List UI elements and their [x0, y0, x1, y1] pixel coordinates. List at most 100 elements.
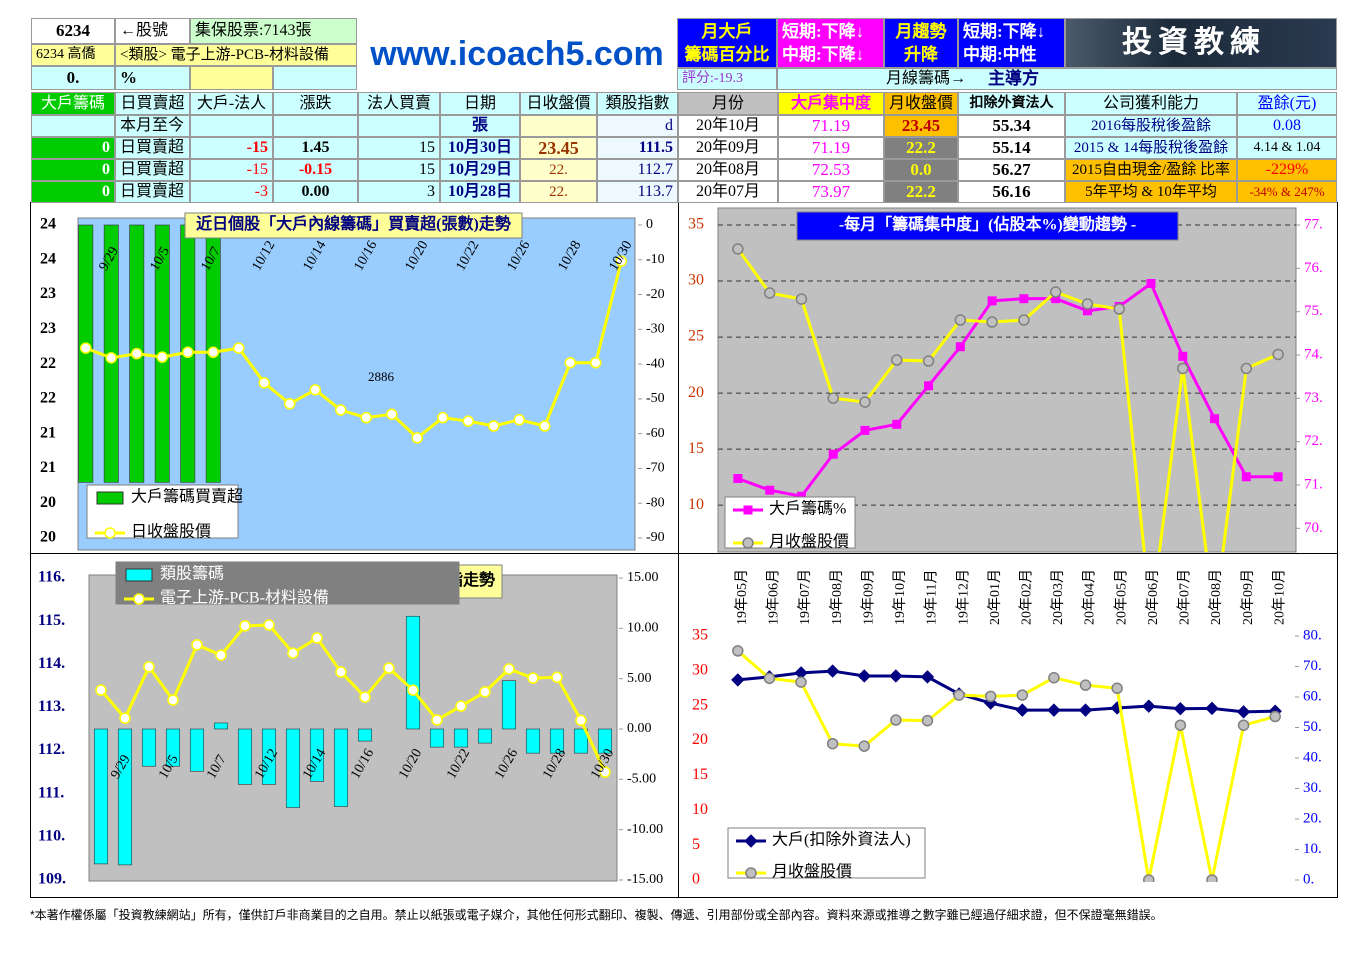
- legend-label: 大戶(扣除外資法人): [772, 831, 911, 849]
- point: [955, 342, 965, 352]
- table-cell: [520, 115, 597, 137]
- score: 評分:-19.3: [677, 68, 777, 90]
- table-cell: 20年08月: [678, 159, 778, 181]
- y-tick-label: 23: [40, 285, 56, 302]
- legend-label: 大戶籌碼買賣超: [131, 488, 243, 506]
- y-tick-label: 22: [40, 390, 56, 407]
- point: [1081, 298, 1094, 310]
- y-tick-label: 20: [40, 494, 56, 511]
- legend-swatch: [125, 568, 153, 582]
- y-tick-label: 30: [688, 272, 704, 289]
- bar: [357, 728, 373, 742]
- table-cell: [273, 115, 358, 137]
- bar: [477, 728, 493, 744]
- point: [1047, 703, 1061, 717]
- point: [383, 662, 395, 674]
- bar: [93, 728, 109, 865]
- y-tick-label: 25: [688, 328, 704, 345]
- y-tick-label: 110.: [38, 828, 65, 845]
- y2-tick-label: 20.: [1303, 810, 1322, 826]
- table-cell: [31, 115, 115, 137]
- column-header: 扣除外資法人: [958, 92, 1065, 115]
- point: [920, 670, 935, 684]
- bar: [573, 728, 589, 754]
- table-cell: 2015 & 14每股稅後盈餘: [1065, 137, 1237, 159]
- x-tick-label: 20年02月: [1019, 569, 1035, 625]
- shares: 集保股票:7143張: [190, 18, 357, 44]
- bar: [309, 728, 325, 782]
- point: [335, 666, 347, 678]
- bar: [525, 728, 541, 754]
- table-cell: 20年09月: [678, 137, 778, 159]
- y2-tick-label: 80.: [1303, 627, 1322, 643]
- series-layer: [732, 243, 1284, 552]
- table-cell: 0: [31, 181, 115, 203]
- title-box: [796, 211, 1179, 241]
- point: [984, 690, 997, 703]
- point: [1205, 701, 1219, 716]
- point: [1269, 710, 1281, 723]
- y2-tick-label: 76.: [1304, 260, 1323, 276]
- month-trend-line: 月趨勢: [895, 22, 947, 41]
- website: www.icoach5.com: [370, 35, 664, 73]
- month-trend-status: 短期:下降↓ 中期:中性: [958, 18, 1065, 68]
- y2-tick-label: 74.: [1304, 346, 1323, 362]
- point: [551, 671, 563, 683]
- table-cell: 20年10月: [678, 115, 778, 137]
- series-layer: [731, 645, 1282, 882]
- y2-tick-label: 0: [646, 217, 653, 232]
- y-tick-label: 10: [688, 496, 704, 513]
- table-cell: 日買賣超: [115, 159, 190, 181]
- bar: [549, 728, 565, 754]
- point: [921, 714, 934, 727]
- line: [736, 649, 1276, 881]
- column-header: 公司獲利能力: [1065, 92, 1237, 115]
- point: [1178, 351, 1188, 361]
- point: [763, 672, 776, 685]
- chart: 0 5 10 15 20 25 30 35 0. 10. 20. 30. 40. 50. 60. 70. 80.…: [692, 569, 1322, 888]
- chart: 20 20 21 21 22 22 23 23 24 24 0 -10 -20 -30 -40 -50 -60 -…: [40, 212, 665, 551]
- y-tick-label: 24: [40, 250, 56, 267]
- column-header: 日期: [440, 92, 520, 115]
- column-header: 法人買賣: [358, 92, 440, 115]
- point: [1142, 699, 1156, 713]
- point: [889, 669, 903, 683]
- big-trend-line: 中期:下降↓: [782, 45, 865, 64]
- table-cell: 0.00: [273, 181, 358, 203]
- point: [407, 684, 419, 696]
- point: [437, 411, 449, 424]
- point: [826, 737, 839, 750]
- y-tick-label: 22: [40, 355, 56, 372]
- table-cell: -34% & 247%: [1237, 181, 1337, 203]
- y-tick-label: 15: [688, 440, 704, 457]
- table-cell: 22.: [520, 159, 597, 181]
- table-cell: 0.0: [884, 159, 958, 181]
- point: [119, 712, 131, 724]
- point: [590, 356, 602, 369]
- x-tick-label: 19年10月: [892, 569, 908, 625]
- y2-tick-label: 0.: [1303, 871, 1314, 887]
- x-tick-label: 20年07月: [1177, 569, 1193, 625]
- point: [1048, 671, 1060, 684]
- point: [80, 342, 92, 354]
- x-tick-label: 20年09月: [1240, 569, 1256, 625]
- chart-title: -每月「籌碼集中度」(佔股本%)變動趨勢 -: [839, 215, 1136, 234]
- y-tick-label: 111.: [38, 784, 64, 801]
- chart: 109. 110. 111. 112. 113. 114. 115. 116. -15.00 -1…: [38, 561, 663, 888]
- point: [167, 694, 179, 706]
- y-tick-label: 35: [692, 627, 708, 644]
- series-layer: [93, 615, 613, 866]
- point: [191, 639, 203, 651]
- y2-tick-label: 50.: [1303, 719, 1322, 735]
- table-cell: 113.7: [597, 181, 678, 203]
- table-cell: 0: [31, 137, 115, 159]
- point: [488, 420, 500, 432]
- point: [892, 419, 902, 429]
- point: [95, 684, 107, 696]
- point: [360, 411, 372, 424]
- point: [335, 404, 347, 416]
- bar: [285, 728, 301, 808]
- column-header: 日買賣超: [115, 92, 190, 115]
- y2-tick-label: 71.: [1304, 476, 1323, 492]
- bar: [453, 728, 469, 748]
